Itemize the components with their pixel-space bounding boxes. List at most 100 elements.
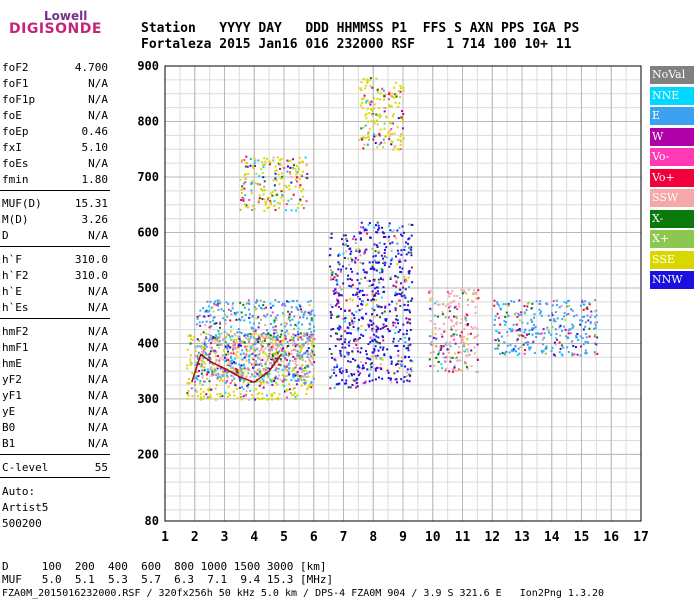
echo-point — [354, 359, 357, 362]
param-value: N/A — [88, 229, 108, 242]
echo-point — [524, 328, 527, 331]
echo-point — [531, 327, 534, 330]
echo-point — [208, 356, 211, 359]
echo-point — [258, 397, 261, 400]
header-labels: Station YYYY DAY DDD HHMMSS P1 FFS S AXN… — [141, 21, 580, 36]
echo-point — [200, 372, 203, 375]
echo-point — [242, 303, 245, 306]
echo-point — [408, 338, 411, 341]
echo-point — [371, 307, 374, 310]
echo-point — [272, 304, 275, 307]
echo-point — [373, 280, 376, 283]
echo-point — [462, 345, 465, 348]
echo-point — [277, 367, 280, 370]
echo-point — [453, 332, 456, 335]
echo-point — [260, 189, 263, 192]
echo-point — [351, 384, 354, 387]
echo-point — [222, 309, 225, 312]
echo-point — [274, 339, 277, 342]
echo-point — [531, 320, 534, 323]
echo-point — [196, 323, 199, 326]
echo-point — [540, 349, 543, 352]
echo-point — [234, 384, 237, 387]
echo-point — [299, 198, 302, 201]
echo-point — [372, 322, 375, 325]
echo-point — [263, 368, 266, 371]
echo-point — [263, 369, 266, 372]
echo-point — [367, 120, 370, 123]
echo-point — [404, 245, 407, 248]
echo-point — [296, 370, 299, 373]
echo-point — [231, 307, 234, 310]
echo-point — [450, 335, 453, 338]
echo-point — [232, 346, 235, 349]
echo-point — [362, 317, 365, 320]
echo-point — [399, 139, 402, 142]
echo-point — [283, 375, 286, 378]
legend-item-e: E — [650, 107, 694, 125]
echo-point — [384, 306, 387, 309]
echo-point — [199, 324, 202, 327]
echo-point — [217, 332, 220, 335]
echo-point — [256, 393, 259, 396]
echo-point — [247, 383, 250, 386]
echo-point — [463, 336, 466, 339]
echo-point — [397, 117, 400, 120]
echo-point — [510, 300, 513, 303]
echo-point — [459, 322, 462, 325]
echo-point — [206, 368, 209, 371]
echo-point — [248, 302, 251, 305]
echo-point — [310, 335, 313, 338]
echo-point — [567, 336, 570, 339]
echo-point — [308, 328, 311, 331]
echo-point — [269, 379, 272, 382]
echo-point — [399, 140, 402, 143]
echo-point — [395, 237, 398, 240]
echo-point — [338, 263, 341, 266]
echo-point — [229, 335, 232, 338]
echo-point — [464, 348, 467, 351]
echo-point — [304, 381, 307, 384]
echo-point — [544, 347, 547, 350]
echo-point — [276, 169, 279, 172]
echo-point — [465, 354, 468, 357]
echo-point — [211, 369, 214, 372]
echo-point — [360, 308, 363, 311]
x-tick-label: 14 — [544, 530, 560, 545]
echo-point — [439, 348, 442, 351]
echo-point — [221, 358, 224, 361]
echo-point — [330, 374, 333, 377]
param-label: yF1 — [2, 389, 22, 402]
echo-point — [243, 367, 246, 370]
echo-point — [351, 237, 354, 240]
echo-point — [201, 321, 204, 324]
echo-point — [307, 365, 310, 368]
echo-point — [442, 345, 445, 348]
echo-point — [563, 315, 566, 318]
echo-point — [364, 87, 367, 90]
echo-point — [289, 324, 292, 327]
param-value: N/A — [88, 157, 108, 170]
echo-point — [264, 306, 267, 309]
echo-point — [523, 312, 526, 315]
echo-point — [344, 317, 347, 320]
echo-point — [503, 341, 506, 344]
echo-point — [428, 291, 431, 294]
echo-point — [551, 347, 554, 350]
echo-point — [440, 347, 443, 350]
echo-point — [344, 250, 347, 253]
echo-point — [584, 321, 587, 324]
echo-point — [359, 237, 362, 240]
echo-point — [300, 377, 303, 380]
echo-point — [267, 355, 270, 358]
echo-point — [194, 389, 197, 392]
echo-point — [271, 190, 274, 193]
echo-point — [336, 274, 339, 277]
echo-point — [388, 105, 391, 108]
echo-point — [307, 300, 310, 303]
echo-point — [365, 100, 368, 103]
echo-point — [206, 377, 209, 380]
echo-point — [516, 354, 519, 357]
echo-point — [239, 396, 242, 399]
echo-point — [375, 119, 378, 122]
